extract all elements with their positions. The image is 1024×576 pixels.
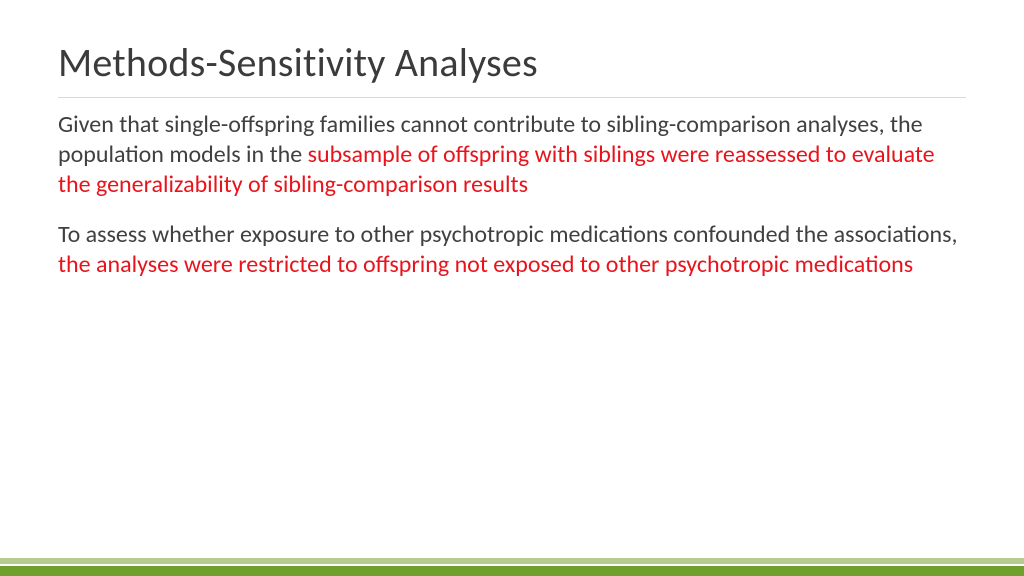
title-underline [58, 97, 966, 98]
footer-accent-bar [0, 558, 1024, 576]
slide: Methods-Sensitivity Analyses Given that … [0, 0, 1024, 576]
para2-plain-text: To assess whether exposure to other psyc… [58, 220, 958, 249]
paragraph-1: Given that single-offspring families can… [58, 110, 966, 200]
slide-title: Methods-Sensitivity Analyses [58, 38, 966, 97]
paragraph-2: To assess whether exposure to other psyc… [58, 220, 966, 280]
para2-highlight-text: the analyses were restricted to offsprin… [58, 250, 913, 279]
